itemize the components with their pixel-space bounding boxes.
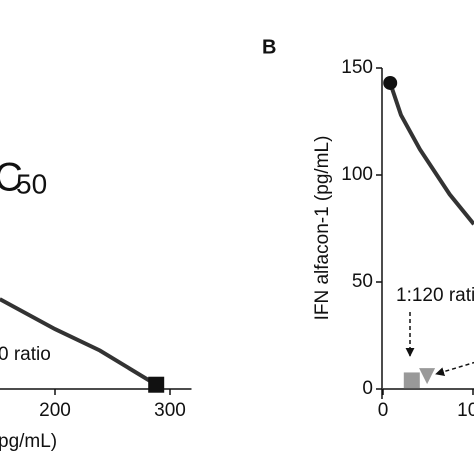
x-tick-label: 200 [39,400,71,421]
x-tick-label: 0 [378,400,389,421]
y-tick-label: 150 [341,57,373,78]
x-axis-label: pg/mL) [0,431,57,452]
x-tick-label: 100 [457,400,474,421]
y-tick-label: 0 [362,378,373,399]
y-axis-label: IFN alfacon-1 (pg/mL) [312,136,333,321]
panel-label: B [262,36,276,58]
panel-title-sub: 50 [16,168,47,199]
marker [403,372,420,389]
arrow [435,361,474,376]
x-tick-label: 300 [154,400,186,421]
panel-title: C [0,156,23,200]
curve [388,82,474,226]
y-tick-label: 50 [352,271,373,292]
marker [419,368,436,385]
annotation: 1:120 ratio [396,285,474,306]
marker [148,376,165,393]
y-tick-label: 100 [341,164,373,185]
marker [383,75,398,90]
annotation: 0 ratio [0,344,51,365]
curve [0,297,158,387]
